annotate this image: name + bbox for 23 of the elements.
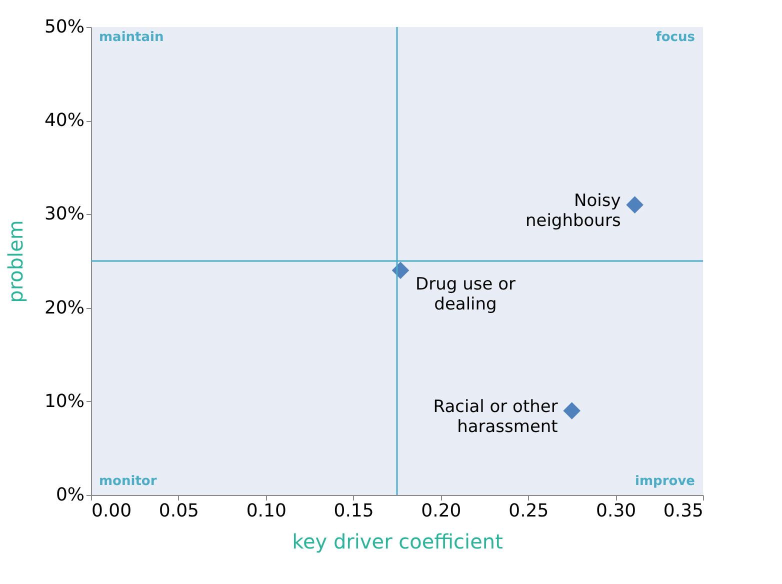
x-axis-title: key driver coefficient [292,530,504,554]
y-tick-label: 30% [44,204,84,225]
annotation: Racial or other harassment [433,396,558,437]
annotation: improve [635,474,696,489]
x-tick-label: 0.15 [334,500,374,522]
annotation: monitor [99,474,158,489]
x-tick-label: 0.35 [663,500,704,522]
x-tick-label: 0.20 [421,500,462,522]
annotation: focus [656,30,696,45]
x-tick-label: 0.00 [92,500,132,522]
y-tick-label: 10% [44,390,84,412]
y-tick-label: 0% [56,484,84,506]
x-tick-label: 0.30 [596,500,636,522]
x-tick-label: 0.10 [246,500,286,522]
y-tick-label: 20% [44,297,84,318]
annotation: Noisy neighbours [525,190,621,231]
y-axis-title: problem [3,220,28,303]
x-tick-label: 0.05 [158,500,199,522]
annotation: Drug use or dealing [416,274,516,314]
y-tick-label: 50% [44,16,84,38]
annotation: maintain [99,30,164,45]
y-tick-label: 40% [44,110,84,132]
x-tick-label: 0.25 [508,500,549,522]
